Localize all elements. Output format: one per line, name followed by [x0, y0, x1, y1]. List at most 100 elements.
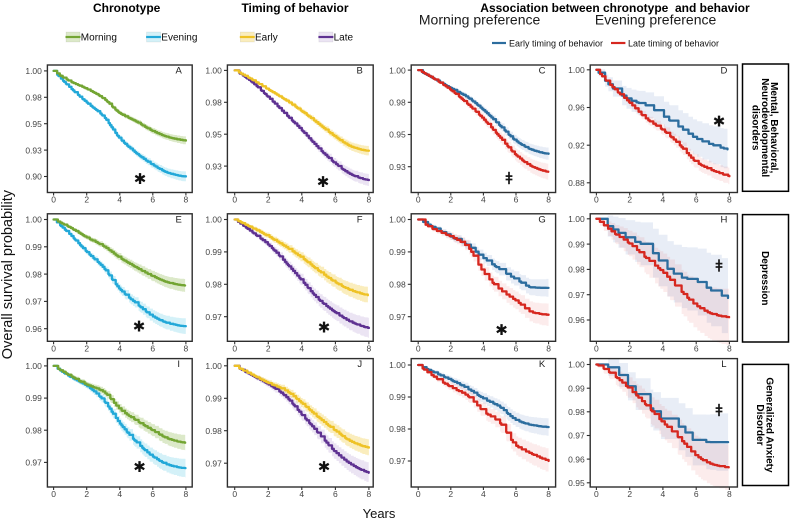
svg-text:0.97: 0.97	[568, 290, 585, 300]
svg-text:✱: ✱	[133, 459, 146, 476]
svg-text:0.98: 0.98	[389, 98, 406, 108]
svg-text:1.00: 1.00	[568, 360, 585, 370]
svg-text:0.95: 0.95	[568, 478, 585, 488]
svg-text:0.97: 0.97	[389, 312, 406, 322]
svg-text:0: 0	[594, 195, 599, 205]
svg-text:1.00: 1.00	[205, 66, 222, 76]
svg-text:0.99: 0.99	[389, 392, 406, 402]
svg-text:G: G	[538, 214, 545, 225]
svg-text:Evening preference: Evening preference	[595, 12, 717, 28]
svg-text:0.96: 0.96	[568, 454, 585, 464]
svg-text:0.92: 0.92	[568, 140, 585, 150]
svg-text:8: 8	[184, 195, 189, 205]
svg-text:0.99: 0.99	[389, 247, 406, 257]
svg-text:✱: ✱	[713, 114, 726, 131]
svg-text:4: 4	[117, 344, 122, 354]
svg-text:4: 4	[481, 489, 486, 499]
svg-text:2: 2	[448, 344, 453, 354]
svg-text:0.98: 0.98	[25, 425, 42, 435]
svg-text:6: 6	[514, 344, 519, 354]
svg-text:Timing of behavior: Timing of behavior	[241, 1, 348, 15]
svg-text:1.00: 1.00	[205, 215, 222, 225]
svg-text:6: 6	[150, 489, 155, 499]
svg-text:0: 0	[594, 489, 599, 499]
svg-text:Early timing of behavior: Early timing of behavior	[509, 38, 603, 48]
svg-text:8: 8	[727, 195, 732, 205]
svg-text:8: 8	[367, 344, 372, 354]
svg-text:Chronotype: Chronotype	[93, 1, 161, 15]
svg-text:0.98: 0.98	[25, 269, 42, 279]
svg-text:4: 4	[117, 195, 122, 205]
svg-text:0.97: 0.97	[25, 458, 42, 468]
svg-text:6: 6	[514, 489, 519, 499]
svg-text:0: 0	[51, 489, 56, 499]
svg-text:1.00: 1.00	[568, 65, 585, 75]
svg-text:8: 8	[184, 489, 189, 499]
svg-text:0.97: 0.97	[25, 297, 42, 307]
svg-text:Late: Late	[334, 33, 354, 44]
svg-text:2: 2	[84, 344, 89, 354]
svg-text:I: I	[177, 359, 180, 370]
svg-text:Mental, Behavioral,: Mental, Behavioral,	[768, 82, 779, 173]
svg-text:0: 0	[51, 195, 56, 205]
svg-text:2: 2	[627, 195, 632, 205]
svg-text:6: 6	[694, 489, 699, 499]
svg-text:disorders: disorders	[750, 105, 761, 151]
svg-text:2: 2	[448, 489, 453, 499]
svg-text:H: H	[720, 214, 727, 225]
svg-text:Association between chronotype: Association between chronotype and behav…	[480, 1, 750, 15]
svg-text:1.00: 1.00	[389, 360, 406, 370]
svg-text:✱: ✱	[495, 322, 508, 339]
svg-text:6: 6	[694, 195, 699, 205]
svg-text:Generalized Anxiety: Generalized Anxiety	[763, 377, 774, 473]
svg-text:4: 4	[299, 489, 304, 499]
svg-text:0.98: 0.98	[25, 93, 42, 103]
svg-text:2: 2	[84, 489, 89, 499]
svg-text:0.90: 0.90	[25, 172, 42, 182]
svg-text:0: 0	[416, 489, 421, 499]
svg-text:1.00: 1.00	[389, 215, 406, 225]
svg-text:1.00: 1.00	[205, 361, 222, 371]
svg-text:E: E	[176, 214, 182, 225]
svg-text:0.99: 0.99	[25, 393, 42, 403]
svg-text:0.93: 0.93	[389, 162, 406, 172]
svg-text:0.98: 0.98	[205, 426, 222, 436]
svg-text:Early: Early	[255, 33, 278, 44]
svg-text:0.99: 0.99	[205, 247, 222, 257]
svg-text:0: 0	[232, 489, 237, 499]
svg-text:6: 6	[150, 344, 155, 354]
svg-text:8: 8	[727, 344, 732, 354]
svg-text:8: 8	[367, 489, 372, 499]
svg-text:Morning: Morning	[81, 33, 117, 44]
svg-text:1.00: 1.00	[389, 65, 406, 75]
svg-text:0: 0	[416, 195, 421, 205]
svg-text:Morning preference: Morning preference	[419, 12, 541, 28]
svg-text:Evening: Evening	[161, 33, 197, 44]
svg-text:0.97: 0.97	[568, 431, 585, 441]
svg-text:✱: ✱	[318, 459, 331, 476]
svg-text:8: 8	[727, 489, 732, 499]
svg-text:6: 6	[150, 195, 155, 205]
svg-text:0.95: 0.95	[205, 129, 222, 139]
svg-text:4: 4	[661, 195, 666, 205]
svg-text:L: L	[721, 359, 726, 370]
svg-text:6: 6	[333, 195, 338, 205]
svg-text:Neurodevelopmental: Neurodevelopmental	[759, 78, 770, 177]
svg-text:0.88: 0.88	[568, 178, 585, 188]
svg-text:C: C	[539, 66, 546, 77]
svg-text:6: 6	[694, 344, 699, 354]
svg-text:4: 4	[661, 344, 666, 354]
svg-text:✱: ✱	[134, 171, 147, 188]
svg-text:0: 0	[232, 344, 237, 354]
svg-text:0: 0	[594, 344, 599, 354]
svg-text:✱: ✱	[133, 319, 146, 336]
svg-text:1.00: 1.00	[25, 66, 42, 76]
svg-text:1.00: 1.00	[25, 361, 42, 371]
svg-text:K: K	[539, 359, 546, 370]
svg-text:0.98: 0.98	[205, 98, 222, 108]
svg-text:Disorder: Disorder	[754, 404, 765, 445]
svg-text:8: 8	[184, 344, 189, 354]
svg-text:0.99: 0.99	[568, 239, 585, 249]
svg-text:0: 0	[416, 344, 421, 354]
svg-text:0.97: 0.97	[205, 312, 222, 322]
